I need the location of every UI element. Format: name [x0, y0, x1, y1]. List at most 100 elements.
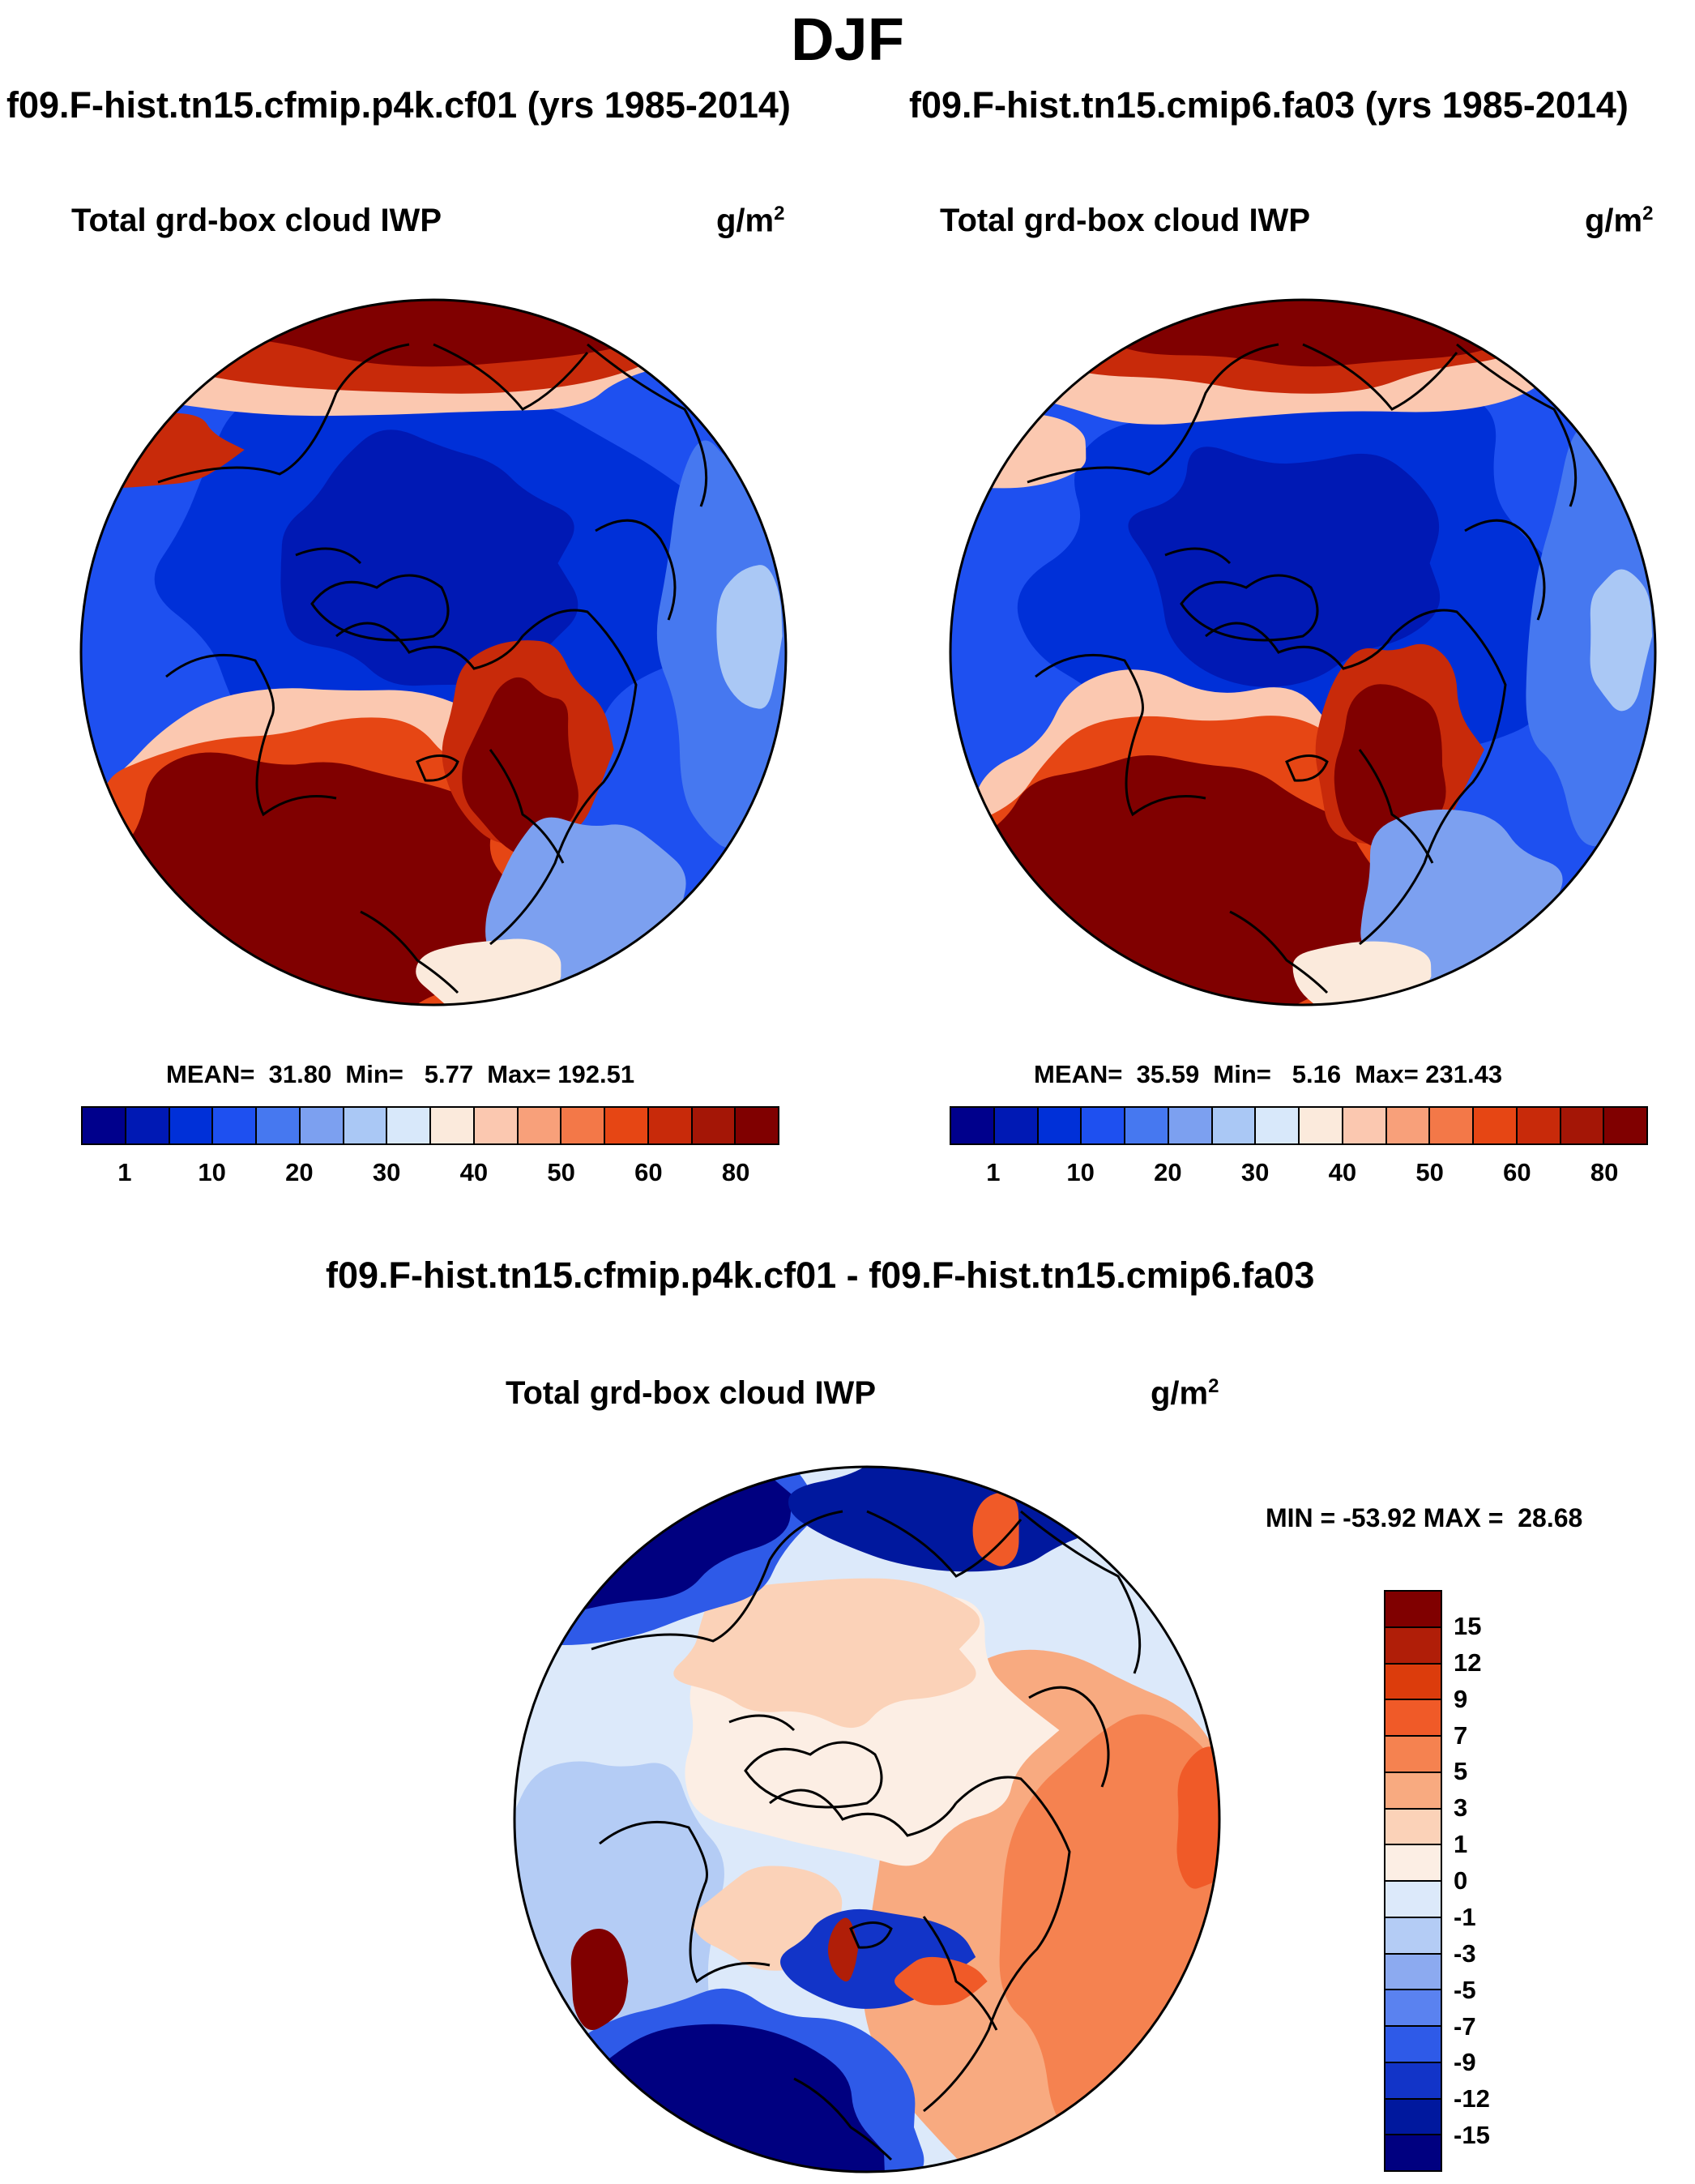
coastline	[416, 754, 459, 782]
map-field	[81, 300, 786, 1005]
field-contour	[570, 1928, 629, 2031]
coastline	[1180, 574, 1319, 642]
coastline	[866, 1510, 1023, 1578]
panel-1-case-title: f09.F-hist.tn15.cfmip.p4k.cf01 (yrs 1985…	[6, 84, 791, 126]
panel-1-colorbar	[81, 1106, 779, 1145]
difference-title: f09.F-hist.tn15.cfmip.p4k.cf01 - f09.F-h…	[326, 1254, 1315, 1296]
field-contour	[972, 1493, 1019, 1566]
colorbar-tick-label: 7	[1454, 1720, 1468, 1750]
colorbar-swatch	[951, 1108, 995, 1143]
colorbar-tick-label: -1	[1454, 1902, 1476, 1931]
colorbar-swatch	[1385, 1772, 1441, 1810]
coastline	[595, 519, 677, 621]
colorbar-tick-label: 9	[1454, 1684, 1468, 1713]
colorbar-swatch	[1343, 1108, 1387, 1143]
field-contour	[827, 1917, 859, 1982]
colorbar-swatch	[1212, 1108, 1257, 1143]
colorbar-swatch	[1517, 1108, 1561, 1143]
coastline	[489, 749, 565, 864]
figure-title: DJF	[791, 6, 904, 73]
panel-2-polar-map	[949, 298, 1657, 1007]
difference-minmax: MIN = -53.92 MAX = 28.68	[1266, 1503, 1583, 1532]
colorbar-swatch	[561, 1108, 605, 1143]
coastline	[360, 910, 459, 994]
colorbar-swatch	[648, 1108, 693, 1143]
colorbar-tick-label: 30	[372, 1158, 401, 1186]
colorbar-tick-label: 40	[459, 1158, 489, 1186]
coastline	[599, 1820, 771, 1984]
coastline	[1229, 910, 1329, 994]
panel-1-polar-map	[79, 298, 788, 1007]
colorbar-swatch	[518, 1108, 562, 1143]
coastline	[1205, 622, 1394, 670]
difference-variable-title: Total grd-box cloud IWP	[506, 1375, 876, 1411]
coastline	[1358, 749, 1434, 864]
colorbar-swatch	[1604, 1108, 1646, 1143]
colorbar-swatch	[1385, 1990, 1441, 2027]
colorbar-tick-label: 3	[1454, 1793, 1468, 1823]
field-contour	[716, 565, 783, 709]
colorbar-tick-label: 50	[547, 1158, 575, 1186]
colorbar-swatch	[1300, 1108, 1343, 1143]
coastline	[1028, 1686, 1110, 1788]
colorbar-swatch	[1385, 1845, 1441, 1882]
panel-1-units: g/m2	[716, 203, 785, 239]
colorbar-swatch	[1385, 1700, 1441, 1737]
colorbar-swatch	[474, 1108, 519, 1143]
coastline	[769, 1789, 958, 1837]
map-field	[514, 1467, 1219, 2172]
panel-1-stats: MEAN= 31.80 Min= 5.77 Max= 192.51	[166, 1060, 635, 1088]
coastline	[1464, 519, 1546, 621]
colorbar-tick-label: -15	[1454, 2121, 1490, 2150]
map-boundary	[949, 298, 1657, 1007]
colorbar-tick-label: 10	[198, 1158, 226, 1186]
colorbar-swatch	[736, 1108, 778, 1143]
coastline	[728, 1714, 796, 1732]
colorbar-swatch	[1385, 1592, 1441, 1628]
colorbar-swatch	[1038, 1108, 1082, 1143]
field-contour	[894, 1956, 988, 2006]
coastline	[587, 343, 708, 507]
colorbar-tick-label: 1	[117, 1158, 132, 1186]
difference-polar-map	[513, 1465, 1221, 2173]
field-contour	[673, 1578, 980, 1729]
colorbar-tick-label: -5	[1454, 1975, 1476, 2004]
coastline	[1020, 1510, 1142, 1674]
colorbar-tick-label: 12	[1454, 1648, 1482, 1677]
colorbar-tick-label: -7	[1454, 2011, 1476, 2041]
colorbar-swatch	[1385, 1737, 1441, 1773]
field-contour	[1334, 684, 1446, 853]
colorbar-swatch	[344, 1108, 388, 1143]
colorbar-swatch	[300, 1108, 344, 1143]
coastline	[1302, 343, 1458, 411]
colorbar-swatch	[1386, 1108, 1431, 1143]
coastline	[295, 547, 362, 565]
coastline	[157, 343, 410, 484]
colorbar-tick-label: 30	[1240, 1158, 1270, 1186]
panel-2-case-title: f09.F-hist.tn15.cmip6.fa03 (yrs 1985-201…	[909, 84, 1629, 126]
coastline	[310, 574, 450, 642]
coastline	[1027, 343, 1279, 484]
colorbar-tick-label: 5	[1454, 1757, 1468, 1786]
colorbar-swatch	[692, 1108, 736, 1143]
difference-colorbar	[1384, 1590, 1442, 2172]
colorbar-swatch	[1385, 2135, 1441, 2170]
coastline	[433, 343, 589, 411]
colorbar-swatch	[257, 1108, 301, 1143]
colorbar-swatch	[169, 1108, 214, 1143]
colorbar-swatch	[213, 1108, 257, 1143]
coastline	[489, 609, 638, 946]
colorbar-swatch	[1385, 2027, 1441, 2063]
colorbar-tick-label: 1	[986, 1158, 1001, 1186]
colorbar-tick-label: 50	[1415, 1158, 1444, 1186]
panel-2-units: g/m2	[1585, 203, 1654, 239]
map-boundary	[513, 1465, 1221, 2173]
coastline	[1359, 609, 1507, 946]
coastline	[1456, 343, 1578, 507]
map-field	[950, 300, 1655, 1005]
colorbar-tick-label: -12	[1454, 2084, 1490, 2113]
panel-2-variable-title: Total grd-box cloud IWP	[940, 203, 1310, 238]
colorbar-tick-label: 80	[1590, 1158, 1619, 1186]
coastline	[165, 653, 337, 817]
panel-1-variable-title: Total grd-box cloud IWP	[71, 203, 442, 238]
